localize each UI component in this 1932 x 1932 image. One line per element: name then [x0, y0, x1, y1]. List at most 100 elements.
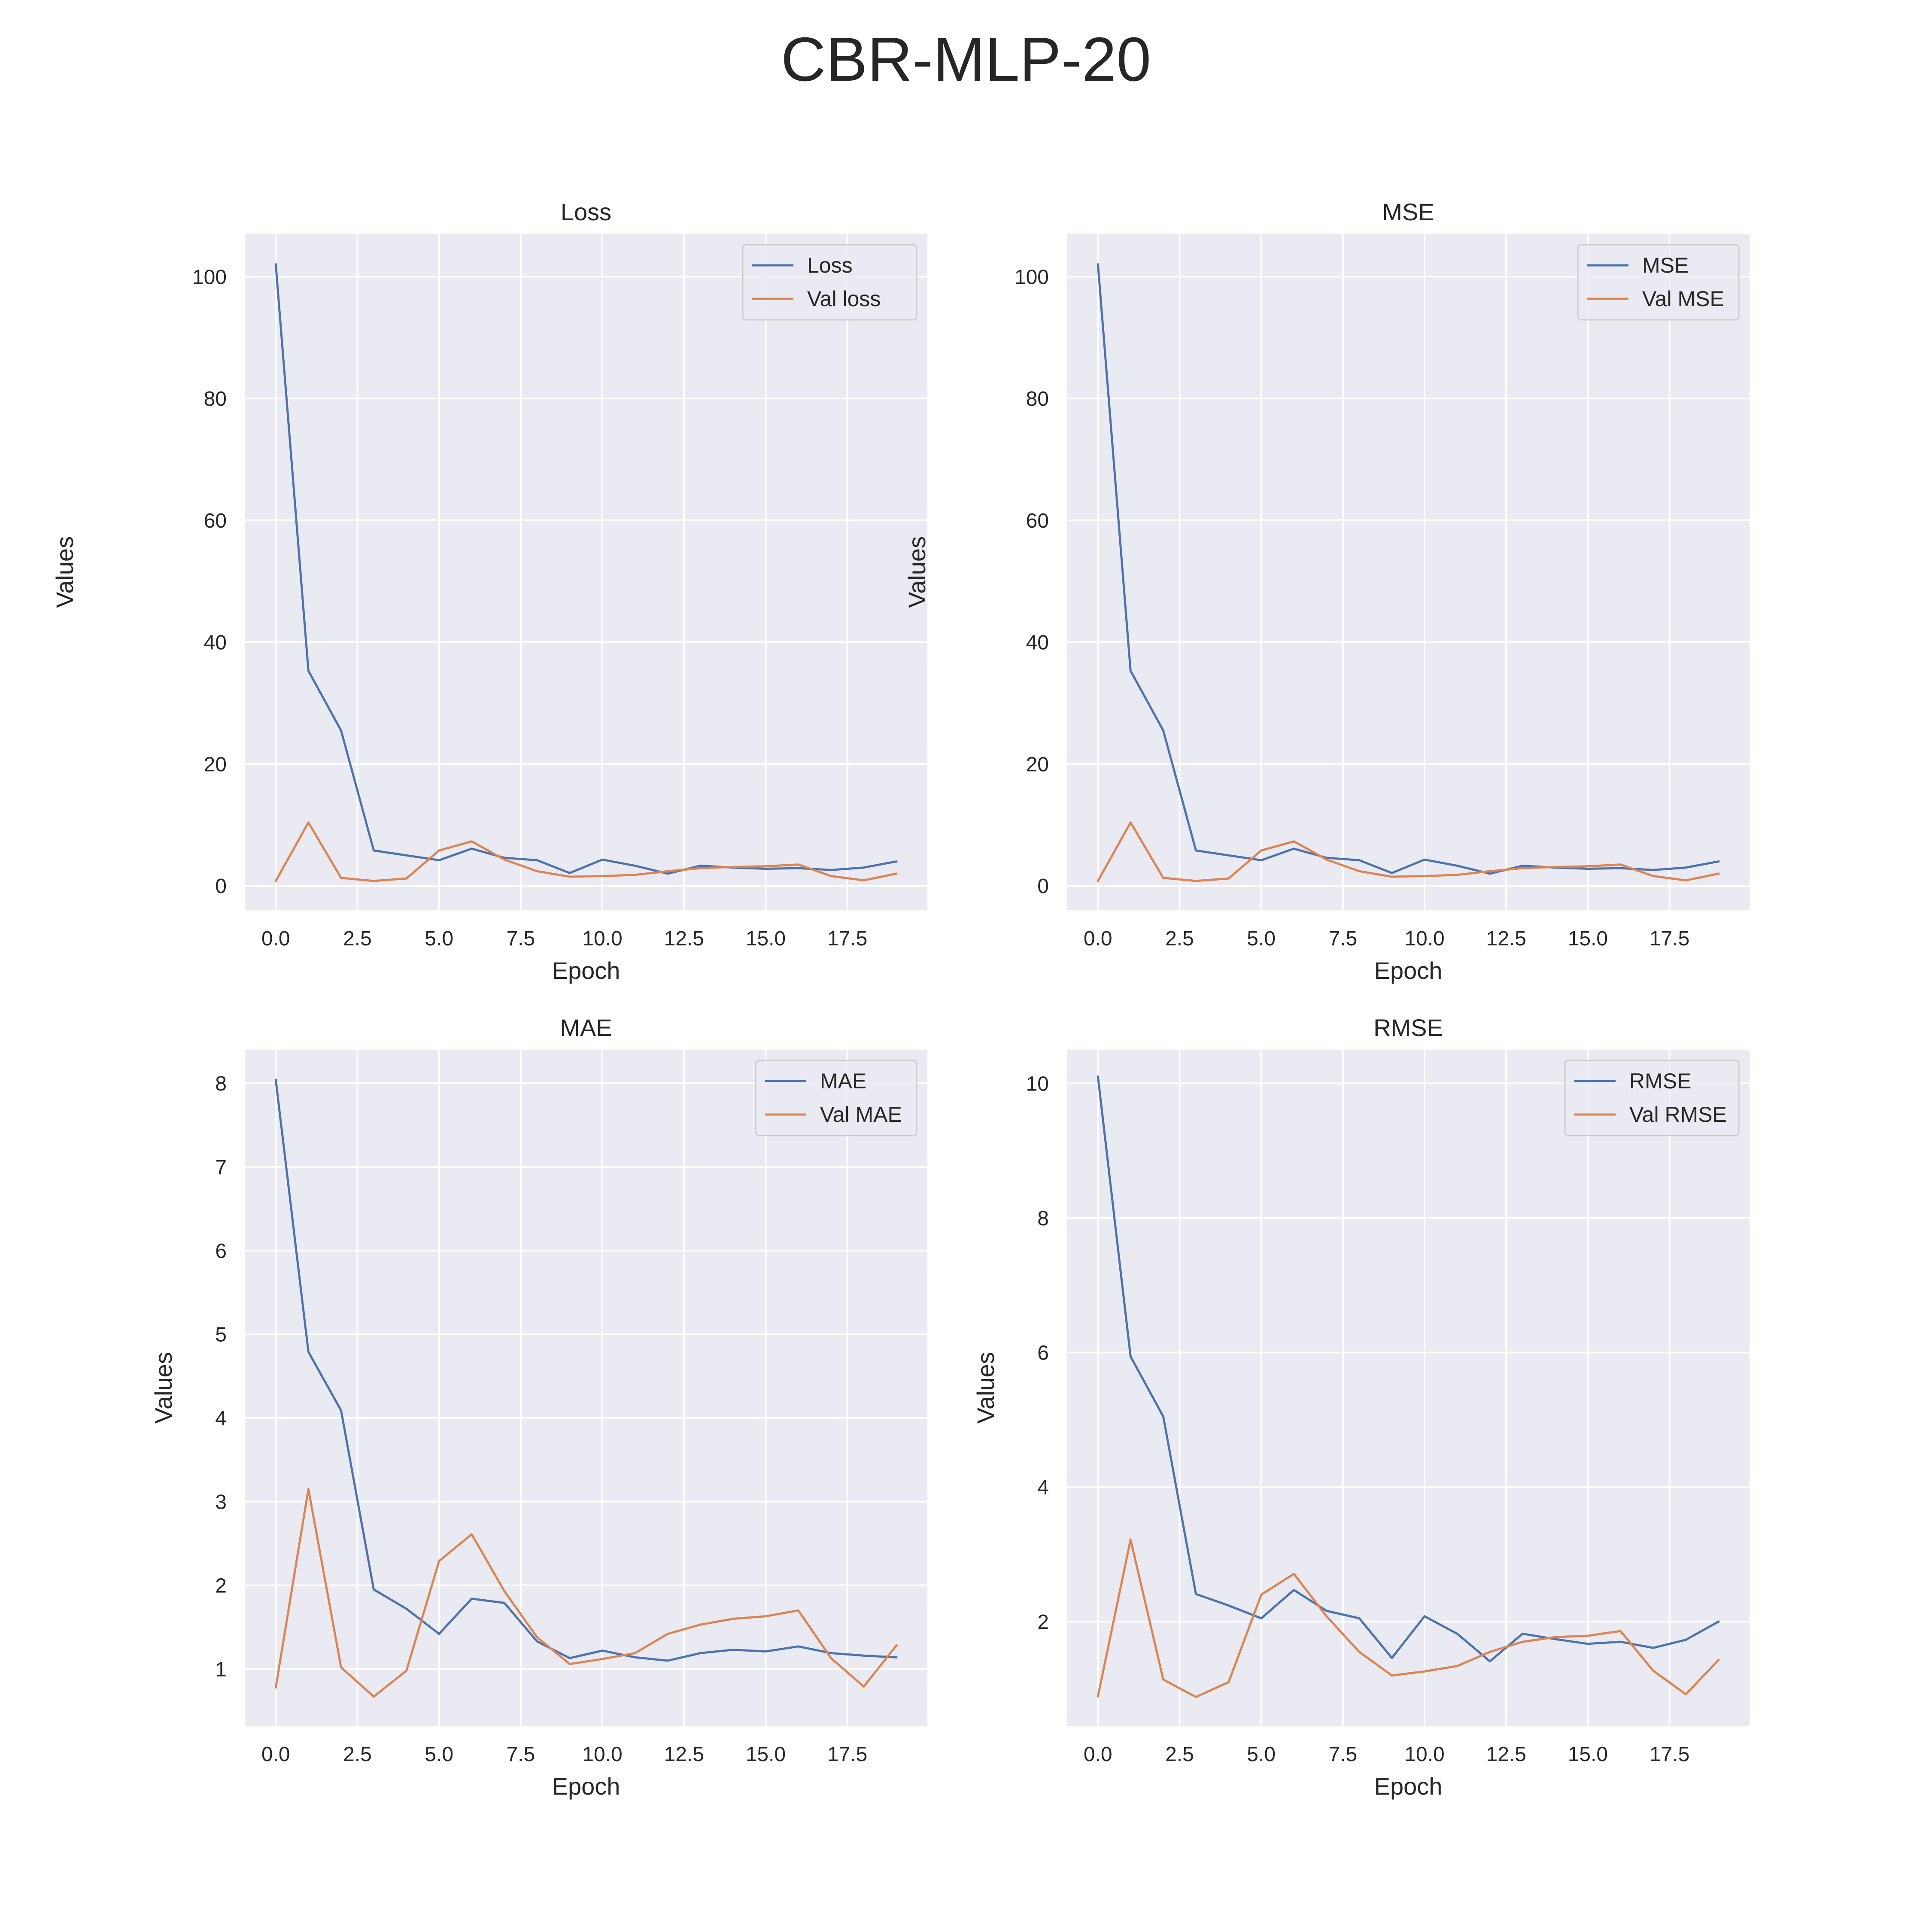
x-tick-label: 10.0	[582, 1743, 622, 1766]
subplot-title: MSE	[1382, 198, 1434, 225]
x-tick-label: 12.5	[1486, 927, 1526, 950]
series-line-mae	[274, 1078, 898, 1662]
y-tick-label: 2	[1037, 1611, 1049, 1634]
legend-box	[742, 244, 917, 321]
x-tick-label: 17.5	[827, 1743, 867, 1766]
series-line-val-mse	[1096, 821, 1720, 883]
legend: Loss Val loss	[742, 244, 917, 321]
y-tick-label: 0	[1037, 875, 1049, 898]
subplot-title: MAE	[560, 1014, 612, 1041]
y-tick-label: 40	[204, 632, 227, 654]
x-axis-label: Epoch	[552, 1773, 620, 1800]
series-line-val-loss	[274, 821, 898, 883]
series-line-loss	[274, 263, 898, 875]
legend-label: Val RMSE	[1629, 1103, 1727, 1127]
y-tick-label: 1	[215, 1658, 227, 1681]
x-tick-label: 17.5	[1649, 927, 1689, 950]
y-tick-label: 4	[1037, 1476, 1049, 1499]
x-tick-label: 12.5	[1486, 1743, 1526, 1766]
y-tick-label: 3	[215, 1491, 227, 1514]
legend: MSE Val MSE	[1577, 244, 1740, 321]
x-tick-label: 12.5	[664, 1743, 704, 1766]
x-tick-label: 7.5	[1328, 1743, 1357, 1766]
y-tick-label: 7	[215, 1156, 227, 1179]
y-tick-label: 60	[204, 510, 227, 532]
x-tick-label: 5.0	[1247, 1743, 1276, 1766]
x-tick-label: 7.5	[506, 927, 535, 950]
y-axis-label: Values	[51, 536, 78, 608]
y-tick-label: 80	[1026, 388, 1049, 410]
x-axis-label: Epoch	[1374, 1773, 1443, 1800]
legend-box	[1577, 244, 1740, 321]
x-tick-label: 2.5	[1165, 1743, 1194, 1766]
x-tick-label: 0.0	[1084, 927, 1112, 950]
legend-label: MAE	[820, 1069, 866, 1093]
y-axis-label: Values	[972, 1352, 999, 1424]
legend-label: MSE	[1642, 253, 1689, 277]
x-tick-label: 10.0	[582, 927, 622, 950]
y-axis-label: Values	[150, 1352, 177, 1424]
subplot-loss: 0.0 2.5 5.0 7.5 10.0 12.5 15.0 17.5 0 20 40 60 80 100…	[51, 198, 927, 984]
legend-label: Val loss	[807, 287, 881, 311]
x-tick-label: 2.5	[343, 1743, 372, 1766]
y-tick-label: 5	[215, 1324, 227, 1346]
legend: RMSE Val RMSE	[1564, 1060, 1740, 1136]
x-tick-label: 17.5	[1649, 1743, 1689, 1766]
legend-box	[755, 1060, 917, 1136]
x-tick-label: 17.5	[827, 927, 867, 950]
y-tick-label: 80	[204, 388, 227, 410]
x-tick-label: 2.5	[1165, 927, 1194, 950]
x-axis-label: Epoch	[1374, 957, 1443, 984]
plot-area	[245, 234, 927, 910]
x-tick-label: 12.5	[664, 927, 704, 950]
x-tick-label: 2.5	[343, 927, 372, 950]
y-tick-label: 10	[1026, 1072, 1049, 1095]
x-tick-label: 0.0	[261, 1743, 290, 1766]
x-tick-label: 10.0	[1404, 1743, 1444, 1766]
series-line-mse	[1097, 263, 1720, 875]
x-tick-label: 15.0	[746, 1743, 786, 1766]
y-tick-label: 20	[204, 753, 227, 776]
x-axis-label: Epoch	[552, 957, 620, 984]
series-line-val-mae	[274, 1488, 898, 1698]
legend-box	[1564, 1060, 1740, 1136]
legend-label: Val MAE	[820, 1103, 902, 1127]
subplot-rmse: 0.0 2.5 5.0 7.5 10.0 12.5 15.0 17.5 2 4 6 8 10 RMSE Ep…	[972, 1014, 1750, 1800]
legend-label: Loss	[807, 253, 853, 277]
y-tick-label: 8	[215, 1072, 227, 1095]
figure-title: CBR-MLP-20	[781, 24, 1151, 94]
x-tick-label: 5.0	[1247, 927, 1276, 950]
legend: MAE Val MAE	[755, 1060, 917, 1136]
x-tick-label: 0.0	[1084, 1743, 1112, 1766]
x-tick-label: 5.0	[425, 1743, 453, 1766]
subplot-mae: 0.0 2.5 5.0 7.5 10.0 12.5 15.0 17.5 1 2 3 4 5 6 7 8 MAE E…	[150, 1014, 927, 1800]
y-tick-label: 8	[1037, 1207, 1049, 1230]
y-tick-label: 0	[215, 875, 227, 898]
x-tick-label: 10.0	[1404, 927, 1444, 950]
y-tick-label: 4	[215, 1407, 227, 1430]
subplot-title: Loss	[561, 198, 611, 225]
y-axis-label: Values	[903, 536, 930, 608]
series-line-rmse	[1097, 1075, 1720, 1663]
legend-label: Val MSE	[1642, 287, 1724, 311]
x-tick-label: 0.0	[261, 927, 290, 950]
x-tick-label: 7.5	[506, 1743, 535, 1766]
subplot-mse: 0.0 2.5 5.0 7.5 10.0 12.5 15.0 17.5 0 20 40 60 80 100…	[903, 198, 1750, 984]
y-tick-label: 40	[1026, 632, 1049, 654]
plot-area	[1067, 234, 1750, 910]
x-tick-label: 5.0	[425, 927, 453, 950]
series-line-val-rmse	[1097, 1538, 1720, 1698]
subplot-title: RMSE	[1373, 1014, 1443, 1041]
legend-label: RMSE	[1629, 1069, 1691, 1093]
x-tick-label: 15.0	[1568, 927, 1608, 950]
x-tick-label: 15.0	[746, 927, 786, 950]
y-tick-label: 6	[1037, 1342, 1049, 1364]
plot-area	[1067, 1050, 1750, 1726]
x-tick-label: 7.5	[1328, 927, 1357, 950]
y-tick-label: 20	[1026, 753, 1049, 776]
x-tick-label: 15.0	[1568, 1743, 1608, 1766]
y-tick-label: 6	[215, 1240, 227, 1263]
y-tick-label: 100	[1015, 266, 1049, 289]
y-tick-label: 2	[215, 1575, 227, 1598]
